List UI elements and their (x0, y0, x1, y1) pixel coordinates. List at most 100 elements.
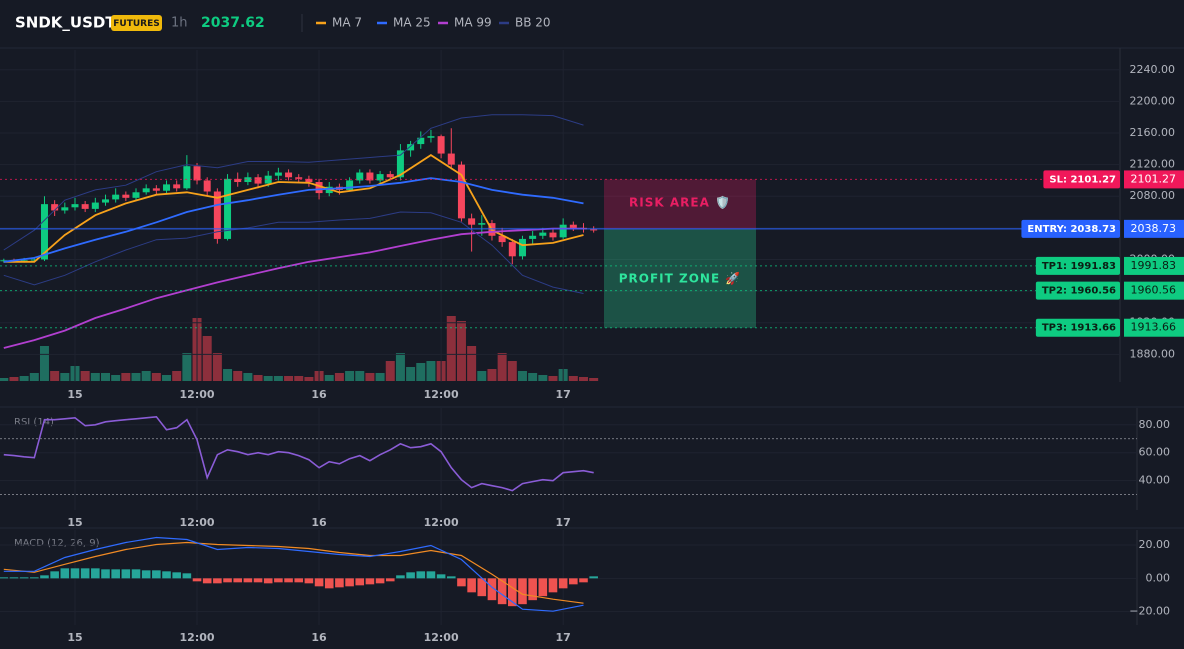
y-tick-label: 60.00 (1139, 446, 1171, 459)
level-badge (1043, 170, 1120, 189)
volume-bar (517, 371, 527, 381)
volume-bar (253, 375, 263, 381)
x-tick-label: 17 (555, 388, 570, 401)
candle-body (142, 188, 150, 193)
macd-histogram-bar (182, 573, 192, 579)
macd-histogram-bar (558, 578, 568, 589)
candle-body (51, 204, 59, 211)
level-label: TP2: 1960.56 (1042, 286, 1116, 297)
macd-histogram-bar (202, 578, 212, 584)
price-label: 1960.56 (1131, 284, 1177, 297)
volume-bar (273, 376, 283, 381)
x-tick-label: 12:00 (424, 516, 459, 529)
volume-bar (182, 353, 192, 381)
zone-label: RISK AREA 🛡️ (629, 196, 731, 210)
macd-histogram-bar (91, 568, 100, 579)
macd-histogram-bar (19, 577, 29, 579)
volume-bar (60, 373, 70, 381)
volume-bar (406, 367, 416, 381)
candle-body (244, 177, 252, 183)
macd-histogram-bar (253, 578, 263, 583)
candle-body (224, 178, 232, 239)
candle-body (376, 174, 384, 181)
y-tick-label: 2160.00 (1130, 126, 1176, 139)
volume-bar (39, 346, 49, 381)
macd-histogram-bar (528, 578, 537, 601)
x-tick-label: 15 (67, 516, 82, 529)
macd-histogram-bar (579, 578, 588, 583)
candle-body (437, 136, 445, 154)
candle-body (386, 174, 394, 178)
volume-bar (202, 336, 212, 381)
macd-histogram-bar (162, 571, 171, 579)
price-badge (1124, 170, 1184, 189)
candle-body (508, 242, 516, 257)
candle-body (366, 172, 374, 181)
volume-bar (9, 377, 19, 381)
signal-line (3, 541, 584, 604)
candle-body (569, 224, 577, 228)
candle-body (163, 184, 171, 191)
y-tick-label: 2240.00 (1130, 63, 1176, 76)
trade-zone (604, 228, 756, 328)
candle-body (498, 235, 506, 243)
volume-bar (101, 373, 110, 381)
macd-histogram-bar (457, 578, 466, 587)
macd-histogram-bar (60, 568, 70, 579)
candle-body (518, 238, 526, 257)
macd-histogram-bar (294, 578, 304, 583)
x-tick-label: 12:00 (180, 388, 215, 401)
indicator-line (3, 154, 584, 263)
candle-body (40, 204, 48, 260)
volume-bar (456, 321, 466, 381)
x-tick-label: 16 (311, 631, 327, 644)
candle-body (213, 191, 221, 239)
price-badge (1124, 219, 1184, 238)
volume-bar (29, 373, 39, 381)
candle-body (468, 218, 476, 225)
futures-badge (111, 15, 162, 31)
volume-bar (212, 353, 222, 381)
macd-histogram-bar (538, 578, 548, 597)
candle-body (203, 180, 211, 192)
volume-bar (426, 361, 436, 381)
candle-body (407, 144, 415, 151)
volume-bar (50, 371, 60, 381)
indicator-line-lower (3, 211, 584, 294)
x-tick-label: 16 (311, 388, 327, 401)
candle-body (305, 178, 313, 183)
candle-body (529, 235, 537, 239)
x-tick-label: 12:00 (424, 631, 459, 644)
macd-histogram-bar (406, 572, 415, 579)
volume-bar (528, 373, 538, 381)
candle-body (132, 192, 140, 198)
macd-histogram-bar (152, 570, 161, 579)
level-badge (1035, 318, 1120, 337)
candle-body (20, 260, 28, 262)
candle-body (539, 232, 547, 236)
volume-bar (162, 375, 172, 381)
volume-bar (223, 369, 233, 381)
macd-histogram-bar (131, 569, 141, 579)
candle-body (183, 166, 191, 189)
candle-body (81, 204, 89, 209)
volume-bar (19, 376, 29, 381)
volume-bar (141, 371, 151, 381)
macd-histogram-bar (497, 578, 507, 605)
volume-bar (395, 353, 405, 381)
volume-bar (0, 378, 9, 381)
volume-bar (365, 373, 375, 381)
candle-body (193, 166, 201, 181)
legend-label: MA 25 (393, 16, 431, 30)
macd-histogram-bar (375, 578, 385, 584)
macd-histogram-bar (477, 578, 487, 597)
macd-histogram-bar (355, 578, 365, 586)
price-label: 1913.66 (1131, 321, 1177, 334)
volume-bar (538, 375, 548, 381)
volume-bar (467, 346, 477, 381)
price-badge (1124, 318, 1184, 337)
badge-label: FUTURES (113, 19, 159, 29)
macd-line (3, 536, 584, 612)
